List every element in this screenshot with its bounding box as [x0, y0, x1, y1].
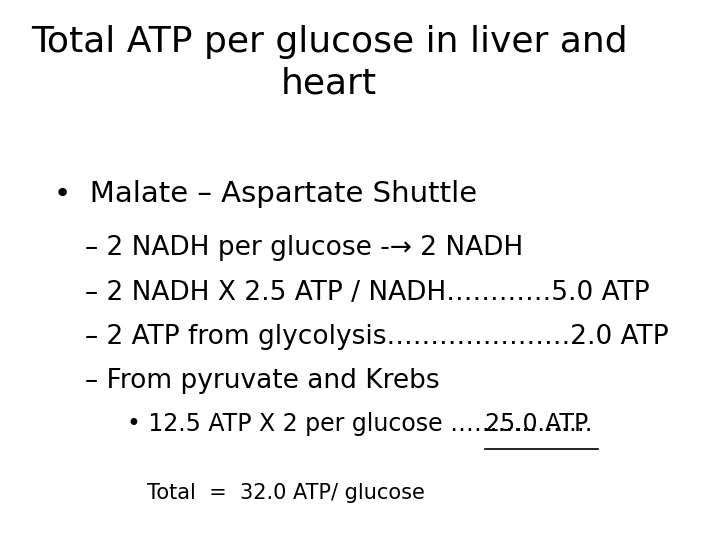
- Text: • 12.5 ATP X 2 per glucose ………………: • 12.5 ATP X 2 per glucose ………………: [127, 412, 593, 436]
- Text: Total ATP per glucose in liver and
heart: Total ATP per glucose in liver and heart: [31, 25, 627, 100]
- Text: •  Malate – Aspartate Shuttle: • Malate – Aspartate Shuttle: [54, 180, 477, 207]
- Text: – 2 NADH X 2.5 ATP / NADH…………5.0 ATP: – 2 NADH X 2.5 ATP / NADH…………5.0 ATP: [84, 280, 649, 306]
- Text: – From pyruvate and Krebs: – From pyruvate and Krebs: [84, 368, 439, 394]
- Text: Total  =  32.0 ATP/ glucose: Total = 32.0 ATP/ glucose: [148, 483, 425, 503]
- Text: – 2 ATP from glycolysis…………………2.0 ATP: – 2 ATP from glycolysis…………………2.0 ATP: [84, 323, 668, 350]
- Text: – 2 NADH per glucose -→ 2 NADH: – 2 NADH per glucose -→ 2 NADH: [84, 235, 523, 261]
- Text: 25.0 ATP: 25.0 ATP: [485, 412, 588, 436]
